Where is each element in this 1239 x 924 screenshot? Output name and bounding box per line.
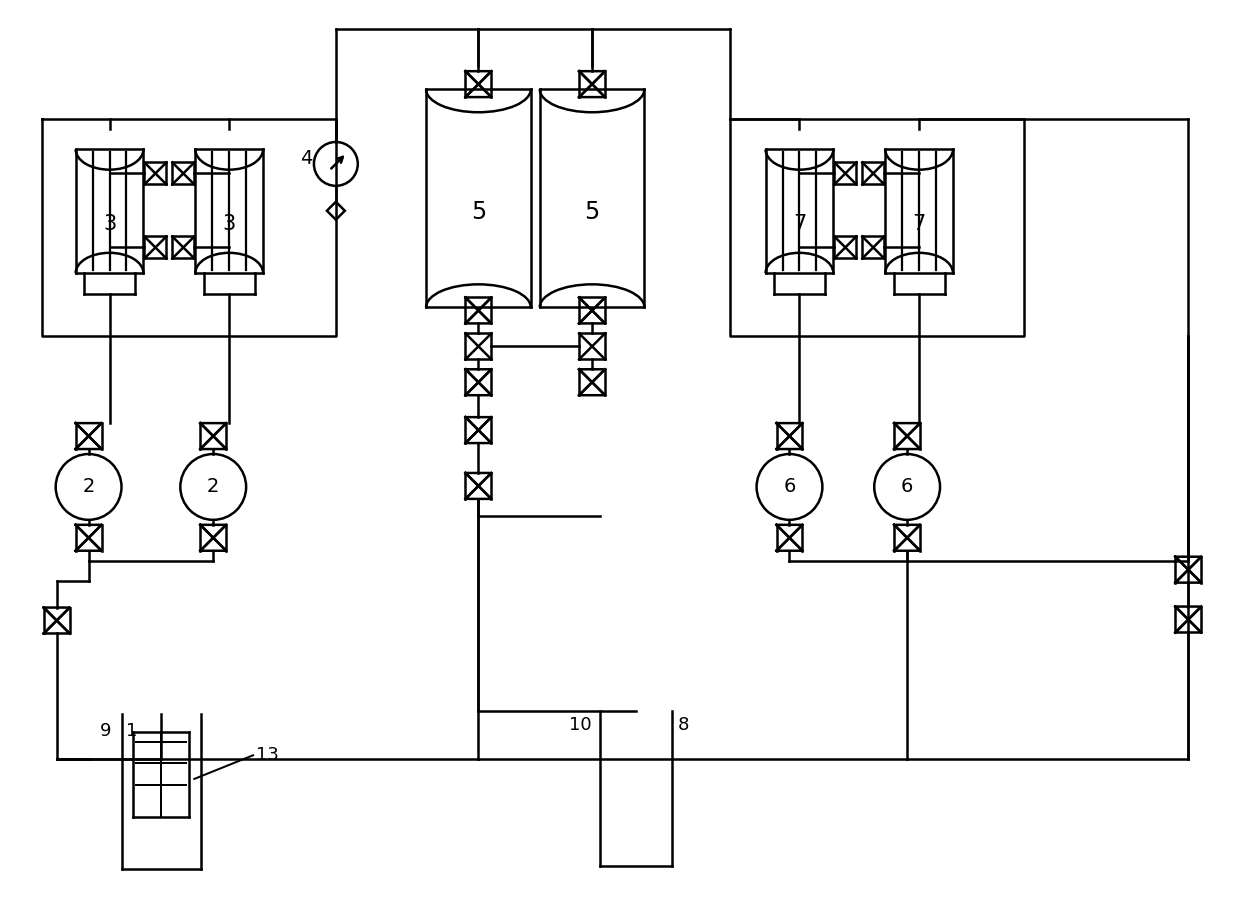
Text: 1: 1 [126, 723, 138, 740]
Text: 2: 2 [207, 478, 219, 496]
Text: 6: 6 [901, 478, 913, 496]
Text: 4: 4 [300, 150, 312, 168]
Text: 7: 7 [912, 214, 926, 235]
Text: 13: 13 [256, 747, 279, 764]
Text: 5: 5 [585, 200, 600, 224]
Text: 5: 5 [471, 200, 486, 224]
Text: 2: 2 [83, 478, 95, 496]
Text: 3: 3 [223, 214, 235, 235]
Text: 10: 10 [569, 716, 591, 735]
Text: 9: 9 [100, 723, 112, 740]
Text: 8: 8 [678, 716, 689, 735]
Text: 3: 3 [103, 214, 116, 235]
Text: 7: 7 [793, 214, 807, 235]
Text: 6: 6 [783, 478, 795, 496]
